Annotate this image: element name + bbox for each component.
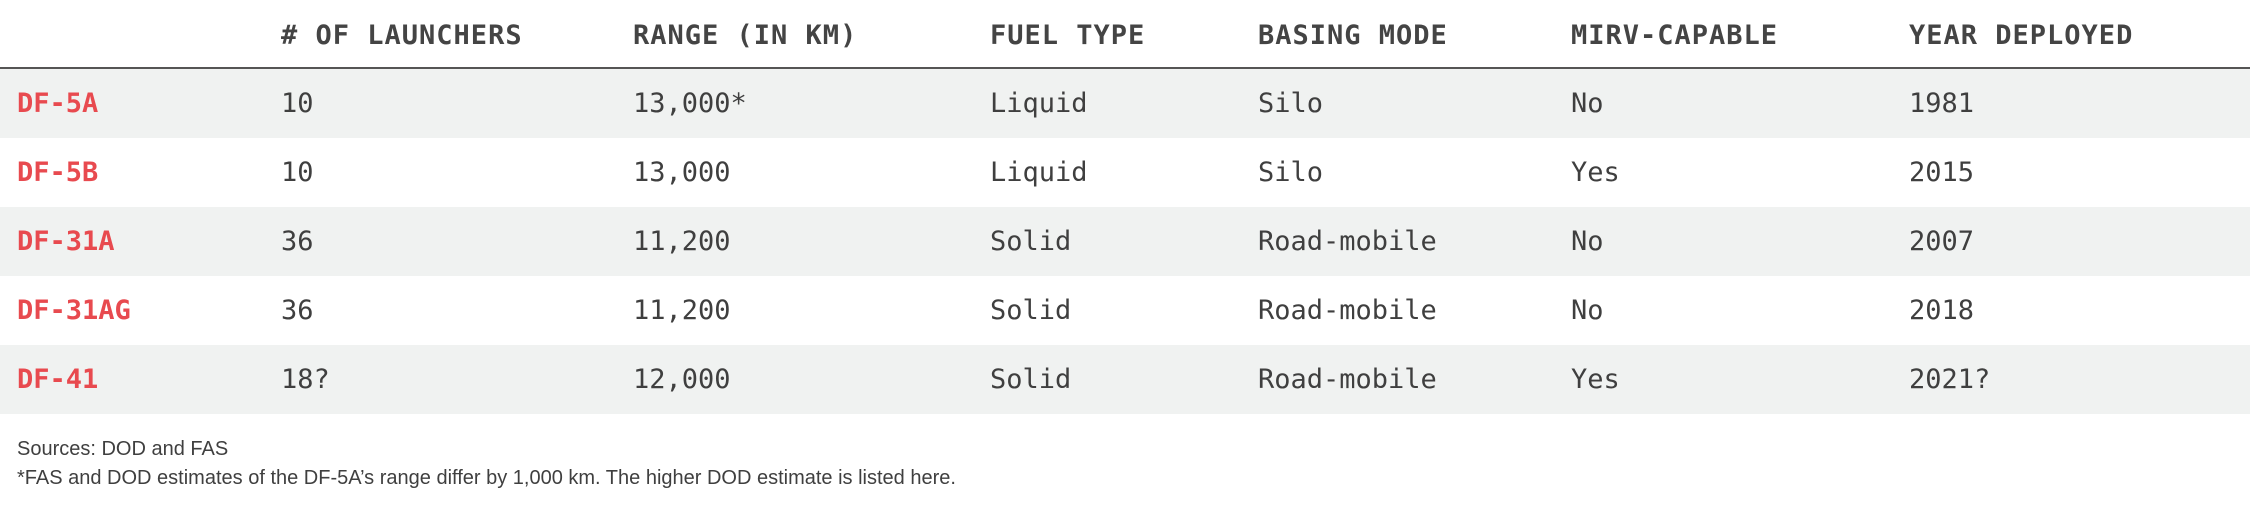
cell-mirv-capable: No bbox=[1571, 88, 1604, 119]
cell-mirv-capable: Yes bbox=[1571, 364, 1620, 395]
cell-name: DF-5A bbox=[17, 88, 99, 119]
cell-basing-mode: Silo bbox=[1258, 88, 1324, 119]
cell-range: 11,200 bbox=[633, 295, 731, 326]
cell-basing-mode: Road-mobile bbox=[1258, 226, 1437, 257]
cell-range: 11,200 bbox=[633, 226, 731, 257]
footnotes: Sources: DOD and FAS *FAS and DOD estima… bbox=[17, 435, 956, 493]
cell-launchers: 18? bbox=[281, 364, 330, 395]
cell-name: DF-31AG bbox=[17, 295, 131, 326]
cell-fuel-type: Solid bbox=[990, 364, 1072, 395]
cell-mirv-capable: No bbox=[1571, 295, 1604, 326]
table-header: # OF LAUNCHERS RANGE (IN KM) FUEL TYPE B… bbox=[0, 0, 2250, 69]
table-row: DF-5A 10 13,000* Liquid Silo No 1981 bbox=[0, 69, 2250, 138]
cell-launchers: 10 bbox=[281, 157, 314, 188]
table-row: DF-31A 36 11,200 Solid Road-mobile No 2007 bbox=[0, 207, 2250, 276]
cell-basing-mode: Road-mobile bbox=[1258, 364, 1437, 395]
cell-mirv-capable: Yes bbox=[1571, 157, 1620, 188]
header-mirv-capable: MIRV-CAPABLE bbox=[1571, 20, 1779, 51]
table-row: DF-31AG 36 11,200 Solid Road-mobile No 2018 bbox=[0, 276, 2250, 345]
cell-year-deployed: 2007 bbox=[1909, 226, 1975, 257]
cell-basing-mode: Road-mobile bbox=[1258, 295, 1437, 326]
header-range: RANGE (IN KM) bbox=[633, 20, 858, 51]
sources-note: Sources: DOD and FAS bbox=[17, 438, 229, 460]
cell-year-deployed: 2018 bbox=[1909, 295, 1975, 326]
cell-fuel-type: Liquid bbox=[990, 88, 1088, 119]
cell-range: 12,000 bbox=[633, 364, 731, 395]
cell-year-deployed: 1981 bbox=[1909, 88, 1975, 119]
cell-fuel-type: Solid bbox=[990, 226, 1072, 257]
table-row: DF-41 18? 12,000 Solid Road-mobile Yes 2021? bbox=[0, 345, 2250, 414]
header-basing-mode: BASING MODE bbox=[1258, 20, 1448, 51]
cell-name: DF-31A bbox=[17, 226, 115, 257]
missile-table: # OF LAUNCHERS RANGE (IN KM) FUEL TYPE B… bbox=[0, 0, 2250, 414]
cell-mirv-capable: No bbox=[1571, 226, 1604, 257]
cell-range: 13,000* bbox=[633, 88, 747, 119]
cell-name: DF-5B bbox=[17, 157, 99, 188]
cell-launchers: 10 bbox=[281, 88, 314, 119]
cell-year-deployed: 2015 bbox=[1909, 157, 1975, 188]
header-year-deployed: YEAR DEPLOYED bbox=[1909, 20, 2134, 51]
cell-launchers: 36 bbox=[281, 295, 314, 326]
cell-launchers: 36 bbox=[281, 226, 314, 257]
header-fuel-type: FUEL TYPE bbox=[990, 20, 1146, 51]
cell-range: 13,000 bbox=[633, 157, 731, 188]
cell-basing-mode: Silo bbox=[1258, 157, 1324, 188]
range-footnote: *FAS and DOD estimates of the DF-5A’s ra… bbox=[17, 467, 956, 489]
header-launchers: # OF LAUNCHERS bbox=[281, 20, 523, 51]
table-row: DF-5B 10 13,000 Liquid Silo Yes 2015 bbox=[0, 138, 2250, 207]
cell-year-deployed: 2021? bbox=[1909, 364, 1991, 395]
cell-fuel-type: Liquid bbox=[990, 157, 1088, 188]
cell-name: DF-41 bbox=[17, 364, 99, 395]
cell-fuel-type: Solid bbox=[990, 295, 1072, 326]
